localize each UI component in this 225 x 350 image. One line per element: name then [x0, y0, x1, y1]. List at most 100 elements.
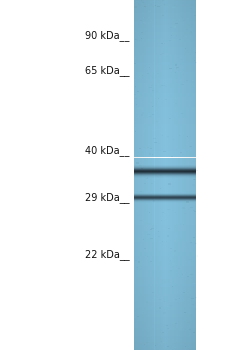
Bar [162, 193, 164, 194]
Bar [169, 305, 172, 306]
Bar [134, 174, 196, 175]
Bar [167, 147, 168, 148]
Bar [138, 331, 140, 332]
Bar [134, 281, 196, 282]
Bar [134, 303, 196, 304]
Bar [134, 268, 196, 270]
Bar [150, 217, 152, 218]
Bar [171, 16, 173, 18]
Bar [146, 200, 147, 201]
Bar [178, 55, 181, 56]
Bar [144, 123, 146, 124]
Bar [134, 8, 196, 9]
Bar [151, 154, 153, 155]
Bar [160, 85, 162, 86]
Bar [185, 268, 187, 270]
Bar [158, 231, 159, 232]
Bar [137, 316, 139, 317]
Bar [134, 314, 196, 315]
Bar [162, 175, 165, 176]
Bar [134, 340, 196, 341]
Bar [172, 7, 175, 8]
Bar [134, 304, 196, 306]
Bar [134, 22, 196, 23]
Bar [137, 245, 139, 246]
Bar [134, 125, 196, 126]
Bar [149, 0, 150, 350]
Bar [176, 126, 177, 127]
Bar [134, 28, 196, 29]
Bar [144, 4, 145, 5]
Bar [189, 117, 191, 118]
Bar [134, 82, 196, 83]
Bar [138, 267, 141, 268]
Bar [134, 346, 196, 348]
Bar [153, 297, 156, 298]
Bar [147, 234, 149, 235]
Bar [196, 236, 198, 237]
Bar [134, 216, 196, 217]
Bar [175, 0, 176, 350]
Bar [195, 52, 196, 53]
Bar [174, 13, 175, 14]
Bar [134, 258, 196, 259]
Bar [134, 193, 196, 194]
Bar [134, 135, 196, 137]
Bar [181, 212, 183, 214]
Bar [134, 184, 196, 186]
Bar [134, 6, 196, 7]
Bar [149, 212, 150, 213]
Bar [139, 33, 140, 34]
Bar [181, 58, 182, 59]
Bar [134, 54, 196, 55]
Bar [152, 188, 153, 189]
Bar [160, 22, 161, 23]
Bar [134, 139, 196, 140]
Bar [152, 1, 154, 2]
Bar [164, 211, 166, 212]
Bar [182, 274, 183, 275]
Bar [138, 170, 140, 171]
Bar [141, 38, 142, 39]
Bar [134, 16, 196, 18]
Bar [134, 133, 196, 134]
Bar [134, 299, 196, 300]
Bar [134, 69, 196, 70]
Bar [195, 62, 197, 63]
Bar [189, 259, 192, 260]
Bar [134, 83, 196, 84]
Bar [163, 236, 166, 237]
Bar [134, 161, 196, 162]
Bar [134, 280, 196, 281]
Bar [134, 37, 196, 38]
Text: 90 kDa__: 90 kDa__ [85, 30, 129, 41]
Bar [189, 105, 190, 106]
Bar [134, 6, 137, 7]
Bar [148, 148, 150, 149]
Bar [169, 118, 171, 119]
Bar [134, 326, 196, 327]
Bar [183, 0, 184, 350]
Bar [188, 304, 189, 305]
Bar [180, 339, 182, 340]
Bar [134, 25, 196, 26]
Bar [166, 188, 169, 189]
Bar [134, 334, 196, 335]
Bar [139, 275, 140, 276]
Bar [153, 128, 155, 130]
Bar [134, 270, 196, 271]
Bar [134, 89, 196, 90]
Bar [134, 176, 196, 177]
Bar [176, 146, 178, 147]
Bar [139, 165, 141, 166]
Bar [134, 345, 196, 346]
Bar [157, 321, 159, 322]
Bar [134, 140, 196, 141]
Bar [154, 316, 155, 317]
Bar [142, 2, 144, 3]
Bar [192, 304, 194, 305]
Bar [134, 286, 196, 287]
Bar [169, 68, 172, 69]
Bar [165, 289, 167, 290]
Bar [134, 274, 196, 275]
